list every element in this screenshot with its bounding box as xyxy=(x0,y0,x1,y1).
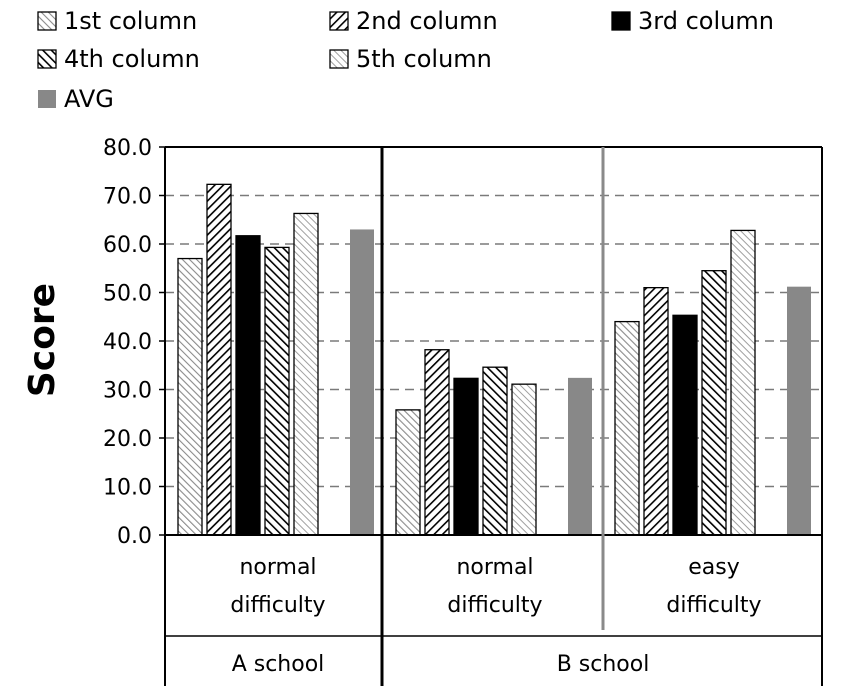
legend-swatch xyxy=(38,90,56,108)
bar-3rd-column xyxy=(453,377,479,536)
legend-label: 1st column xyxy=(64,7,197,35)
x-axis-categories: normal difficulty normal difficulty easy diff… xyxy=(230,555,761,677)
y-axis-title: Score xyxy=(22,283,63,397)
y-tick-label: 50.0 xyxy=(103,282,152,307)
legend-label: AVG xyxy=(64,85,114,113)
school-label: B school xyxy=(557,652,650,677)
bar-3rd-column xyxy=(235,235,261,536)
y-tick-label: 30.0 xyxy=(103,379,152,404)
category-label: difficulty xyxy=(666,593,761,618)
legend-label: 5th column xyxy=(356,45,492,73)
bars xyxy=(177,183,811,536)
bar-avg xyxy=(350,229,374,535)
y-tick-label: 0.0 xyxy=(117,524,152,549)
category-label: normal xyxy=(239,555,316,580)
y-tick-label: 40.0 xyxy=(103,330,152,355)
legend-swatch xyxy=(37,49,57,69)
bar-4th-column xyxy=(701,270,727,536)
y-tick-label: 70.0 xyxy=(103,185,152,210)
bar-avg xyxy=(568,377,592,535)
legend-label: 3rd column xyxy=(638,7,774,35)
bar-5th-column xyxy=(293,212,319,536)
category-label: difficulty xyxy=(230,593,325,618)
plot-frame xyxy=(164,146,823,686)
category-label: normal xyxy=(456,555,533,580)
y-tick-label: 10.0 xyxy=(103,476,152,501)
bar-3rd-column xyxy=(672,314,698,536)
bar-1st-column xyxy=(177,257,203,536)
bar-2nd-column xyxy=(206,183,232,536)
bar-1st-column xyxy=(395,409,421,536)
bar-2nd-column xyxy=(424,349,450,536)
y-tick-label: 20.0 xyxy=(103,427,152,452)
y-tick-label: 80.0 xyxy=(103,136,152,161)
legend: 1st column 2nd column 3rd column 4th column… xyxy=(37,7,774,113)
category-label: easy xyxy=(688,555,740,580)
bar-1st-column xyxy=(614,320,640,536)
bar-4th-column xyxy=(264,246,290,536)
bar-avg xyxy=(787,286,811,535)
category-label: difficulty xyxy=(447,593,542,618)
legend-swatch xyxy=(329,49,349,69)
y-tick-label: 60.0 xyxy=(103,233,152,258)
bar-2nd-column xyxy=(643,286,669,536)
bar-5th-column xyxy=(730,229,756,536)
bar-5th-column xyxy=(511,383,537,536)
legend-label: 2nd column xyxy=(356,7,498,35)
legend-swatch xyxy=(611,11,631,31)
bar-4th-column xyxy=(482,366,508,536)
legend-label: 4th column xyxy=(64,45,200,73)
legend-swatch xyxy=(329,11,349,31)
y-axis: 0.0 10.0 20.0 30.0 40.0 50.0 60.0 70.0 80.0 xyxy=(103,136,165,549)
school-label: A school xyxy=(232,652,325,677)
legend-swatch xyxy=(37,11,57,31)
